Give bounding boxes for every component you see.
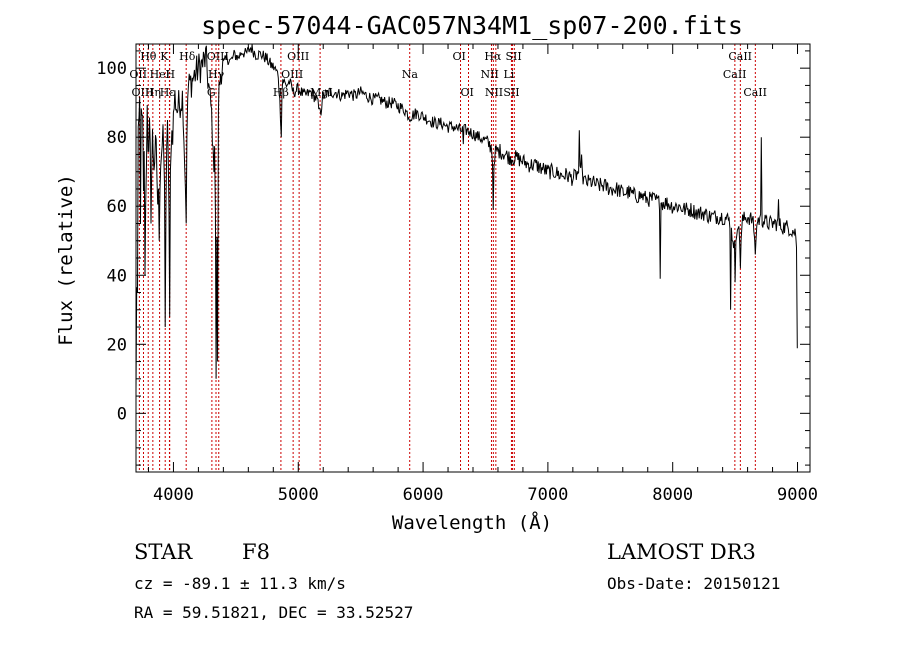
line-label-7: SII xyxy=(505,50,521,63)
y-tick-label: 100 xyxy=(96,59,127,79)
line-label-4: OIII xyxy=(287,50,309,63)
line-label-22: Hβ xyxy=(273,86,289,99)
line-label-26: SII xyxy=(503,86,519,99)
spectral-subclass: F8 xyxy=(242,540,270,564)
x-tick-label: 5000 xyxy=(278,485,319,505)
survey-name: LAMOST DR3 xyxy=(607,540,756,564)
line-label-11: H xyxy=(165,68,175,81)
y-tick-label: 40 xyxy=(107,266,127,286)
line-label-27: CaII xyxy=(743,86,767,99)
object-class: STAR xyxy=(134,540,193,564)
line-label-1: K xyxy=(160,50,169,63)
x-axis-label: Wavelength (Å) xyxy=(392,511,552,534)
coordinates-readout: RA = 59.51821, DEC = 33.52527 xyxy=(134,603,414,622)
line-label-18: OIII xyxy=(131,86,153,99)
x-tick-label: 8000 xyxy=(652,485,693,505)
line-label-8: CaII xyxy=(728,50,752,63)
x-tick-label: 7000 xyxy=(527,485,568,505)
x-tick-label: 9000 xyxy=(777,485,818,505)
x-tick-label: 6000 xyxy=(403,485,444,505)
line-label-21: G xyxy=(207,86,216,99)
line-label-15: NII xyxy=(480,68,498,81)
y-axis-label: Flux (relative) xyxy=(55,174,77,346)
line-label-23: MgI xyxy=(310,86,333,99)
spectrum-line xyxy=(135,44,798,391)
y-tick-label: 20 xyxy=(107,335,127,355)
line-label-6: Hα xyxy=(484,50,502,63)
line-marker-layer xyxy=(138,44,756,472)
line-label-24: OI xyxy=(461,86,474,99)
line-label-9: OII xyxy=(129,68,147,81)
line-label-0: Hθ xyxy=(140,50,157,63)
line-label-20: Hε xyxy=(160,86,176,99)
line-label-16: Li xyxy=(503,68,514,81)
line-label-5: OI xyxy=(453,50,466,63)
redshift-readout: cz = -89.1 ± 11.3 km/s xyxy=(134,574,346,593)
line-label-2: Hδ xyxy=(179,50,196,63)
y-tick-label: 60 xyxy=(107,197,127,217)
x-tick-label: 4000 xyxy=(153,485,194,505)
chart-title: spec-57044-GAC057N34M1_sp07-200.fits xyxy=(201,11,743,40)
line-label-13: OIII xyxy=(281,68,303,81)
line-label-14: Na xyxy=(402,68,419,81)
x-axis: 4000 5000 6000 7000 8000 9000 xyxy=(147,44,818,505)
line-label-10: HeI xyxy=(150,68,170,81)
y-axis: 0 20 40 60 80 100 xyxy=(96,50,810,466)
y-tick-label: 80 xyxy=(107,128,127,148)
plot-frame xyxy=(135,43,811,473)
y-tick-label: 0 xyxy=(117,404,127,424)
line-label-17: CaII xyxy=(723,68,747,81)
line-label-19: Hη xyxy=(145,86,161,99)
line-label-25: NII xyxy=(485,86,503,99)
observation-date: Obs-Date: 20150121 xyxy=(607,574,781,593)
